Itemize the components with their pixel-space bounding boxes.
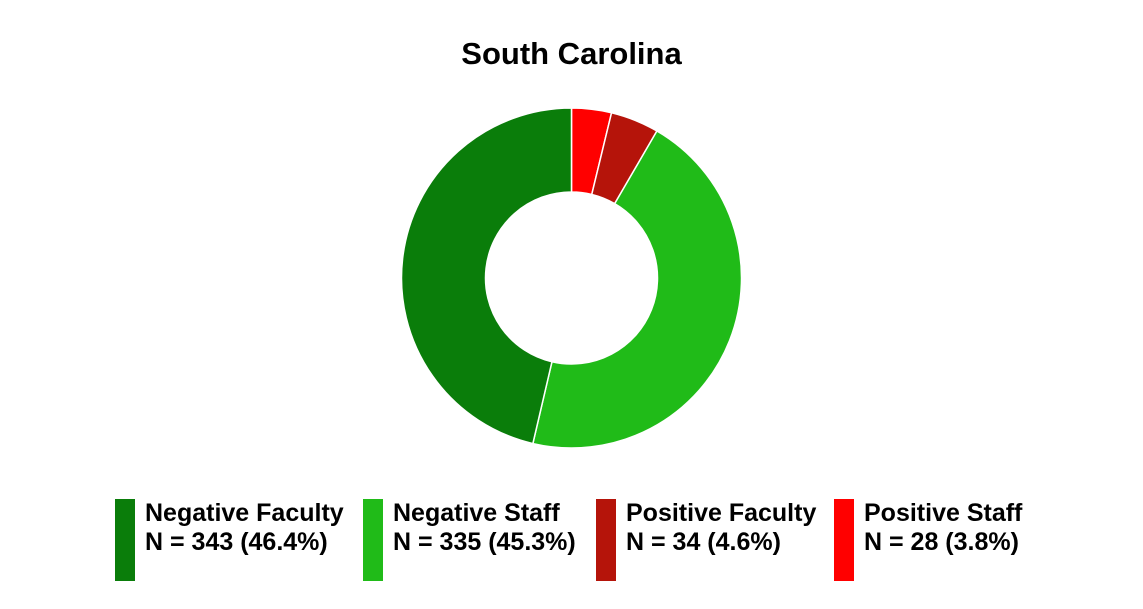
legend-text: Negative Staff N = 335 (45.3%): [393, 499, 576, 557]
legend-text: Positive Faculty N = 34 (4.6%): [626, 499, 816, 557]
donut-slice-negative-faculty: [400, 107, 573, 445]
legend-swatch: [115, 499, 135, 581]
legend-swatch: [596, 499, 616, 581]
legend-count: N = 335 (45.3%): [393, 528, 576, 556]
legend-label: Negative Faculty: [145, 499, 344, 527]
legend-count: N = 28 (3.8%): [864, 528, 1019, 556]
legend-count: N = 343 (46.4%): [145, 528, 328, 556]
legend-text: Negative Faculty N = 343 (46.4%): [145, 499, 344, 557]
legend-label: Negative Staff: [393, 499, 560, 527]
legend-count: N = 34 (4.6%): [626, 528, 781, 556]
donut-slice-negative-staff: [531, 129, 743, 449]
legend-label: Positive Staff: [864, 499, 1023, 527]
legend-label: Positive Faculty: [626, 499, 817, 527]
chart-title: South Carolina: [461, 36, 682, 71]
legend-swatch: [363, 499, 383, 581]
legend-swatch: [834, 499, 854, 581]
donut-slices: [400, 107, 743, 449]
legend-text: Positive Staff N = 28 (3.8%): [864, 499, 1022, 557]
